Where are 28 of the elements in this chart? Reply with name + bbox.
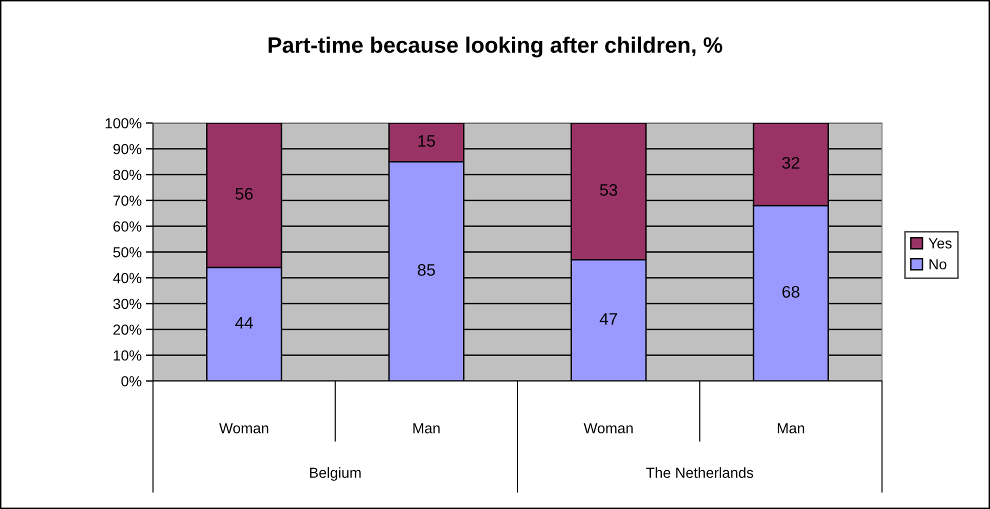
legend-label: No (930, 259, 946, 270)
y-tick-label: 70% (113, 196, 142, 206)
data-label: 47 (600, 313, 618, 325)
data-label: 68 (782, 286, 800, 298)
y-tick-label: 20% (113, 324, 142, 335)
x-tick-label: Woman (219, 423, 268, 434)
data-label: 44 (235, 317, 253, 329)
legend-label: Yes (928, 238, 952, 248)
y-tick-label: 90% (113, 144, 142, 154)
data-label: 53 (600, 184, 618, 196)
x-tick-label: Man (413, 423, 440, 434)
data-label: 15 (418, 135, 435, 147)
text: Belgium (310, 467, 361, 481)
x-tick-label: Man (778, 423, 804, 434)
y-tick-label: 40% (113, 272, 142, 284)
data-label: 85 (418, 264, 435, 276)
y-tick-label: 0% (121, 376, 142, 386)
y-tick-label: 100% (106, 118, 142, 128)
x-tick-label: Woman (584, 423, 633, 434)
chart-title: Part-time because looking after children, % (268, 36, 722, 58)
text: The Netherlands (646, 467, 754, 478)
data-label: 56 (236, 188, 253, 200)
data-label: 32 (782, 156, 800, 169)
y-tick-label: 50% (113, 247, 142, 258)
y-tick-label: 30% (113, 298, 142, 310)
y-tick-label: 10% (114, 350, 142, 361)
y-tick-label: 60% (113, 221, 142, 232)
y-tick-label: 80% (113, 170, 142, 180)
